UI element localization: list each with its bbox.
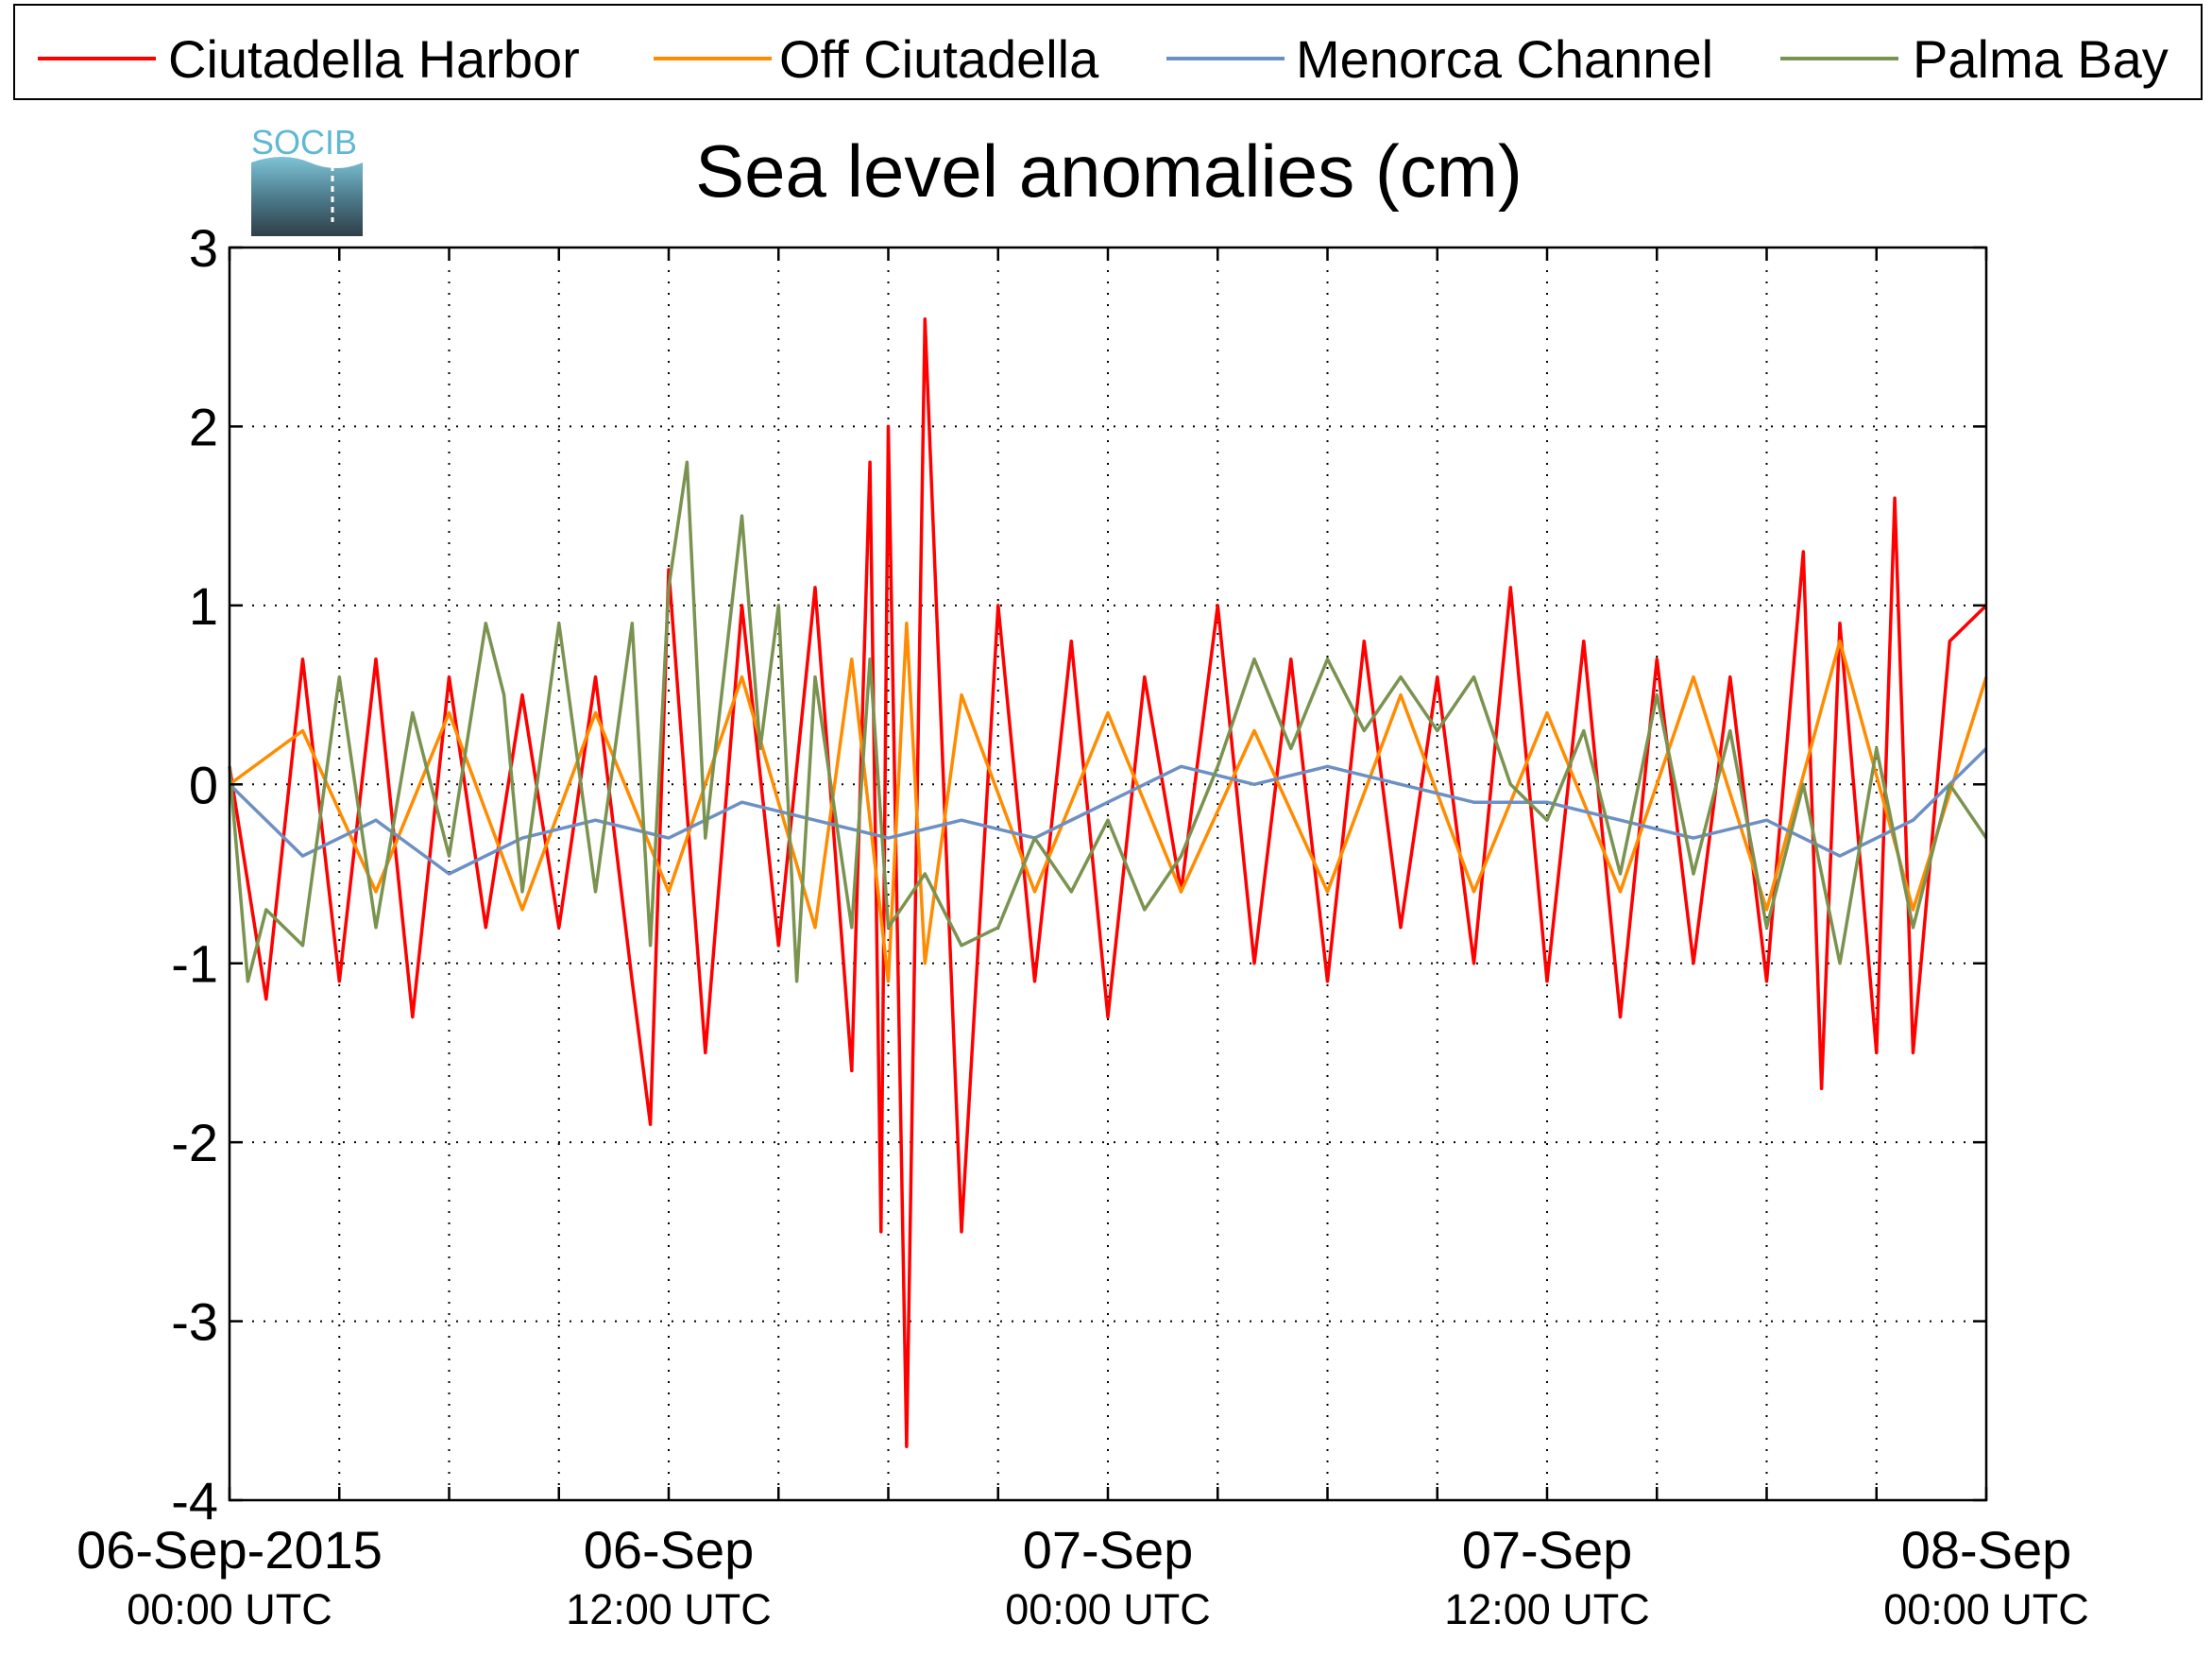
x-tick-date-label: 07-Sep	[1023, 1520, 1194, 1580]
y-tick-label: -4	[171, 1471, 218, 1530]
chart-title: Sea level anomalies (cm)	[695, 129, 1523, 213]
x-axis: 06-Sep-2015 00:00 UTC 06-Sep 12:00 UTC 07-Se…	[77, 248, 2089, 1633]
x-tick-date-label: 08-Sep	[1901, 1520, 2072, 1580]
legend-label-ciutadella-harbor: Ciutadella Harbor	[168, 29, 580, 89]
y-tick-label: 0	[189, 755, 218, 814]
series-line-off-ciutadella	[228, 622, 1988, 983]
y-tick-label: 2	[189, 397, 218, 456]
legend-label-off-ciutadella: Off Ciutadella	[779, 29, 1099, 89]
x-tick-date-label: 06-Sep-2015	[77, 1520, 383, 1580]
legend-frame	[13, 4, 2203, 100]
y-tick-label: 1	[189, 576, 218, 636]
y-tick-label: -1	[171, 934, 218, 994]
legend-label-palma-bay: Palma Bay	[1913, 29, 2169, 89]
x-tick-time-label: 12:00 UTC	[566, 1585, 772, 1633]
y-tick-label: -2	[171, 1113, 218, 1172]
y-tick-label: -3	[171, 1292, 218, 1352]
y-tick-label: 3	[189, 218, 218, 278]
x-tick-date-label: 07-Sep	[1462, 1520, 1633, 1580]
socib-logo-text: SOCIB	[251, 123, 357, 162]
legend-label-menorca-channel: Menorca Channel	[1296, 29, 1713, 89]
y-axis: 3 2 1 0 -1 -2 -3 -4	[171, 218, 1986, 1530]
x-tick-time-label: 00:00 UTC	[127, 1585, 332, 1633]
x-tick-time-label: 00:00 UTC	[1883, 1585, 2089, 1633]
x-tick-time-label: 00:00 UTC	[1005, 1585, 1211, 1633]
series-line-menorca-channel	[228, 747, 1988, 876]
series-line-palma-bay	[228, 460, 1988, 983]
series-line-ciutadella-harbor	[228, 317, 1988, 1448]
x-tick-date-label: 06-Sep	[584, 1520, 755, 1580]
x-tick-time-label: 12:00 UTC	[1444, 1585, 1650, 1633]
socib-logo-wave	[251, 157, 363, 236]
legend: Ciutadella Harbor Off Ciutadella Menorca…	[13, 4, 2203, 100]
socib-logo: SOCIB	[251, 123, 363, 236]
series-lines	[228, 317, 1988, 1448]
